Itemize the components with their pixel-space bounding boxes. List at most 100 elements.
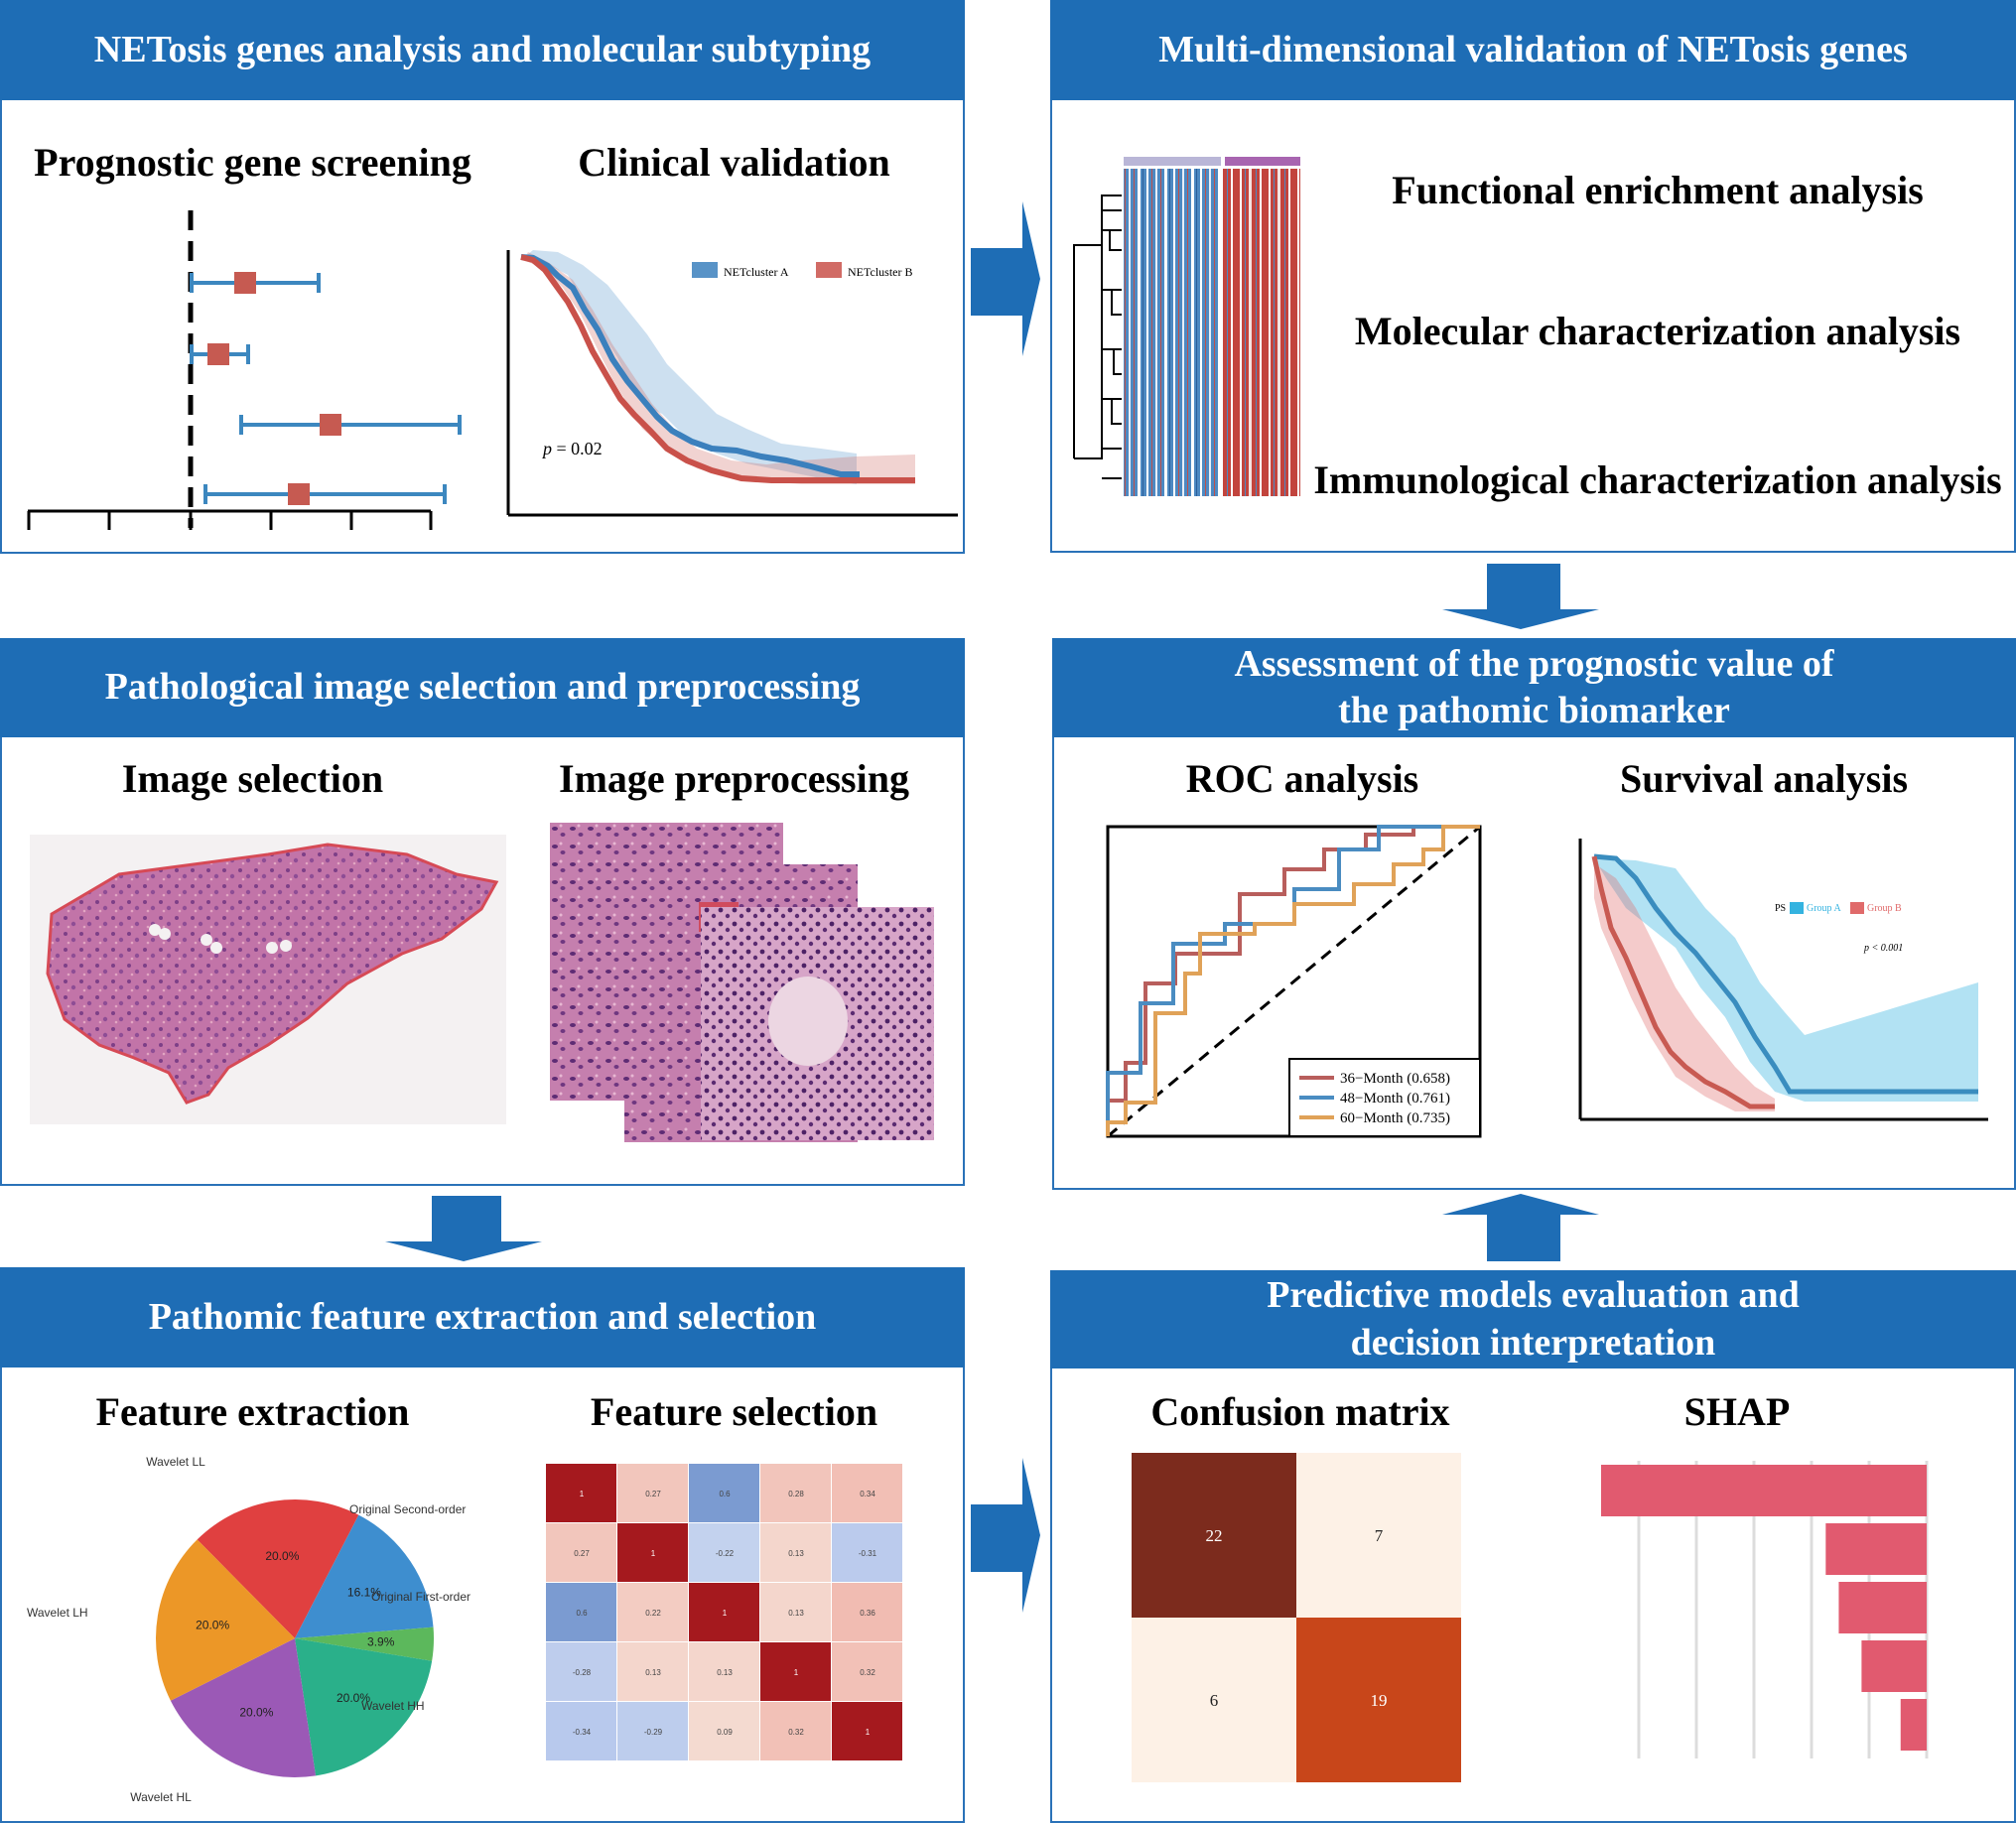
- heatmap-cell-value: -0.28: [573, 1668, 592, 1677]
- pie-category-label: Wavelet LL: [146, 1455, 205, 1469]
- heatmap-cell: [689, 1702, 759, 1760]
- shap-bar: [1838, 1582, 1927, 1633]
- heatmap-cell: [617, 1464, 688, 1522]
- heatmap-cell-value: 0.27: [574, 1549, 590, 1558]
- shap-bar: [1900, 1699, 1927, 1751]
- heatmap-cell: [760, 1523, 831, 1582]
- pie-category-label: Original First-order: [371, 1590, 470, 1604]
- heatmap-cell-value: 1: [723, 1609, 728, 1618]
- heatmap-cell: [689, 1464, 759, 1522]
- heatmap-cell: [832, 1702, 902, 1760]
- confusion-matrix: 22 7 6 19: [1132, 1453, 1461, 1782]
- prognostic-gene-screening-label: Prognostic gene screening: [34, 140, 471, 185]
- roc-diagonal: [1107, 825, 1481, 1138]
- roc-line-36: [1106, 825, 1480, 1136]
- panel-title-line1: Assessment of the prognostic value of: [1234, 642, 1834, 685]
- legend-swatch-a: [692, 262, 718, 278]
- survival-legend-a: Group A: [1807, 903, 1842, 914]
- pie-slice: [295, 1638, 433, 1776]
- heatmap-cell-value: 0.27: [645, 1490, 661, 1498]
- heatmap-cell: [832, 1583, 902, 1641]
- dendrogram: [1073, 195, 1122, 479]
- heatmap-cell: [617, 1523, 688, 1582]
- panel-title: Assessment of the prognostic value of th…: [1052, 638, 2016, 737]
- heatmap-cell-value: 0.36: [860, 1609, 875, 1618]
- forest-row: [239, 414, 462, 436]
- survival-ci-group-b: [1594, 863, 1775, 1111]
- panel-title: Pathomic feature extraction and selectio…: [0, 1267, 965, 1367]
- panel-title-line2: decision interpretation: [1350, 1321, 1716, 1364]
- pie-category-label: Wavelet HH: [361, 1699, 425, 1713]
- slide-hole: [210, 942, 222, 954]
- p-value-label: p = 0.02: [541, 439, 603, 458]
- km-line-cluster-b: [520, 254, 915, 483]
- forest-row: [190, 343, 250, 365]
- shap-bar: [1861, 1640, 1927, 1692]
- pie-pct-label: 20.0%: [196, 1618, 229, 1631]
- legend-label-a: NETcluster A: [724, 265, 789, 279]
- validation-item-immunological: Immunological characterization analysis: [1313, 457, 2002, 502]
- arrow-up-right-column: [1442, 1194, 1599, 1261]
- heatmap-cell: [617, 1702, 688, 1760]
- survival-legend-swatch-a: [1790, 902, 1804, 914]
- panel-feature-extraction: Pathomic feature extraction and selectio…: [0, 1267, 965, 1823]
- pie-slice: [170, 1638, 317, 1777]
- confusion-matrix-label: Confusion matrix: [1150, 1389, 1450, 1434]
- slide-hole: [201, 934, 212, 946]
- survival-ci-group-a: [1594, 858, 1978, 1102]
- roc-line-60: [1106, 825, 1480, 1136]
- heatmap-cell-value: 0.13: [717, 1668, 733, 1677]
- arrow-down-right-column: [1442, 564, 1599, 629]
- legend-swatch-b: [816, 262, 842, 278]
- slide-hole: [149, 924, 161, 936]
- confusion-cell: [1132, 1453, 1296, 1618]
- panel-title: Pathological image selection and preproc…: [0, 638, 965, 737]
- heatmap-group-bar-b: [1225, 157, 1300, 166]
- confusion-cell: [1296, 1453, 1461, 1618]
- panel-title: Predictive models evaluation and decisio…: [1050, 1270, 2016, 1368]
- heatmap-cell: [760, 1583, 831, 1641]
- heatmap-block-a: [1124, 169, 1221, 496]
- tissue-section: [46, 843, 499, 1105]
- slide-hole: [280, 940, 292, 952]
- confusion-value: 19: [1371, 1691, 1388, 1710]
- panel-pathological-image: Pathological image selection and preproc…: [0, 638, 965, 1186]
- shap-bar-chart: [1601, 1461, 1929, 1758]
- heatmap-cell: [760, 1702, 831, 1760]
- survival-curve-ps: PS Group A Group B p < 0.001: [1578, 839, 1988, 1121]
- survival-legend-swatch-b: [1850, 902, 1864, 914]
- heatmap-group-bar-a: [1124, 157, 1221, 166]
- legend-label-b: NETcluster B: [848, 265, 912, 279]
- heatmap-cell-value: 0.13: [645, 1668, 661, 1677]
- panel-netosis-analysis: NETosis genes analysis and molecular sub…: [0, 0, 965, 554]
- clinical-validation-label: Clinical validation: [578, 140, 890, 185]
- shap-label: SHAP: [1683, 1389, 1791, 1434]
- heatmap-cell: [546, 1642, 616, 1701]
- heatmap-cell: [760, 1464, 831, 1522]
- survival-p-value: p < 0.001: [1863, 943, 1903, 954]
- heatmap-cell-value: 0.28: [788, 1490, 804, 1498]
- heatmap-cell-value: -0.29: [644, 1728, 663, 1737]
- shap-bar: [1825, 1523, 1927, 1575]
- confusion-cell: [1132, 1618, 1296, 1782]
- roc-line-48: [1106, 825, 1480, 1136]
- pie-slice: [295, 1514, 434, 1638]
- feature-selection-label: Feature selection: [590, 1389, 878, 1434]
- panel-predictive-models: Predictive models evaluation and decisio…: [1050, 1270, 2016, 1823]
- pie-pct-label: 20.0%: [265, 1549, 299, 1563]
- heatmap-cell-value: 1: [794, 1668, 799, 1677]
- slide-hole: [266, 942, 278, 954]
- heatmap-cell-value: 0.6: [576, 1609, 588, 1618]
- correlation-heatmap: 1 0.27 0.6 0.28 0.34 0.27 1 -0.22 0.13 -0.31 0.6 0.…: [546, 1464, 902, 1760]
- arrow-down-left-column: [385, 1196, 542, 1261]
- panel-prognostic-assessment: Assessment of the prognostic value of th…: [1052, 638, 2016, 1190]
- heatmap-cell-value: 1: [580, 1490, 585, 1498]
- forest-row: [203, 483, 447, 505]
- image-selection-label: Image selection: [121, 756, 384, 801]
- heatmap-cell-value: 0.32: [788, 1728, 804, 1737]
- forest-plot: [27, 210, 462, 530]
- pie-slice: [295, 1627, 434, 1661]
- validation-item-functional: Functional enrichment analysis: [1392, 168, 1924, 212]
- confusion-value: 6: [1210, 1691, 1219, 1710]
- panel-title: NETosis genes analysis and molecular sub…: [0, 0, 965, 100]
